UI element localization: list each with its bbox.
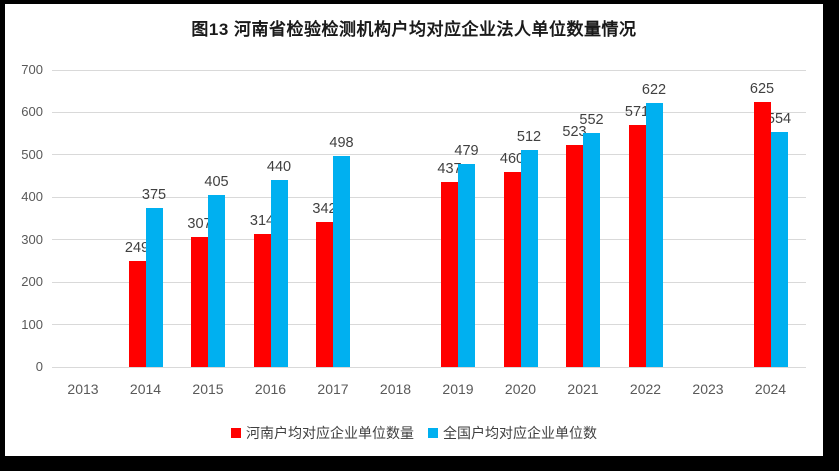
- bar-label-series1-2022: 622: [641, 82, 667, 99]
- bar-label-series1-2019: 479: [454, 142, 479, 159]
- chart-legend: 河南户均对应企业单位数量 全国户均对应企业单位数: [5, 423, 823, 443]
- bar-series0-2014: [128, 261, 146, 367]
- x-tick-2016: 2016: [254, 381, 287, 397]
- legend-item-0: 河南户均对应企业单位数量: [231, 425, 414, 441]
- bar-label-series1-2024: 554: [766, 110, 792, 127]
- bar-label-series0-2021: 523: [562, 124, 587, 141]
- bar-series1-2024: [770, 131, 788, 367]
- bar-label-series0-2014: 249: [124, 240, 150, 257]
- bar-series1-2020: [520, 149, 538, 367]
- x-tick-2023: 2023: [692, 381, 724, 397]
- bar-series0-2022: [628, 124, 646, 367]
- bar-series0-2015: [191, 236, 208, 367]
- bar-series0-2019: [441, 181, 458, 367]
- x-tick-2014: 2014: [129, 381, 162, 397]
- chart-title: 图13 河南省检验检测机构户均对应企业法人单位数量情况: [191, 20, 637, 39]
- bar-series1-2021: [583, 132, 600, 367]
- bar-label-series1-2021: 552: [579, 111, 604, 128]
- legend-item-1: 全国户均对应企业单位数: [428, 425, 597, 441]
- y-tick-700: 700: [21, 62, 43, 77]
- bar-series0-2016: [253, 233, 271, 367]
- x-tick-2017: 2017: [317, 381, 349, 397]
- y-tick-600: 600: [21, 104, 43, 120]
- bar-label-series1-2017: 498: [329, 134, 354, 151]
- plot-area: [52, 69, 806, 368]
- legend-swatch-icon: [428, 428, 438, 438]
- bar-series1-2015: [208, 195, 225, 367]
- gridline-y-300: [52, 239, 806, 241]
- bar-label-series0-2020: 460: [499, 150, 525, 167]
- gridline-y-600: [52, 111, 806, 113]
- bar-label-series0-2024: 625: [749, 80, 775, 97]
- gridline-y-200: [52, 281, 806, 283]
- chart-area: 图13 河南省检验检测机构户均对应企业法人单位数量情况 0 100 200 300 40…: [5, 4, 823, 456]
- x-tick-2021: 2021: [567, 381, 599, 397]
- bar-series1-2019: [458, 163, 475, 367]
- bar-series1-2017: [333, 155, 350, 367]
- legend-label-0: 河南户均对应企业单位数量: [246, 425, 414, 441]
- y-tick-500: 500: [21, 146, 43, 162]
- bar-series0-2021: [566, 145, 583, 367]
- gridline-y-400: [52, 196, 806, 198]
- gridline-y-0: [52, 366, 806, 368]
- bar-label-series0-2019: 437: [437, 160, 462, 177]
- bar-label-series1-2015: 405: [204, 174, 229, 191]
- y-tick-200: 200: [21, 274, 43, 290]
- gridline-y-100: [52, 324, 806, 326]
- gridline-y-500: [52, 154, 806, 156]
- y-tick-300: 300: [21, 231, 43, 247]
- bar-series0-2020: [503, 171, 521, 367]
- x-tick-2013: 2013: [67, 381, 99, 397]
- y-tick-100: 100: [21, 316, 43, 332]
- bar-label-series0-2017: 342: [312, 200, 337, 217]
- x-tick-2024: 2024: [754, 381, 787, 397]
- bar-series0-2017: [316, 221, 333, 367]
- bar-label-series1-2016: 440: [266, 159, 292, 176]
- bar-series1-2022: [645, 103, 663, 367]
- gridline-y-700: [52, 69, 806, 71]
- x-tick-2020: 2020: [504, 381, 537, 397]
- x-tick-2019: 2019: [442, 381, 474, 397]
- bar-label-series1-2014: 375: [141, 186, 167, 203]
- legend-label-1: 全国户均对应企业单位数: [443, 425, 597, 441]
- bar-label-series1-2020: 512: [516, 128, 542, 145]
- bar-label-series0-2015: 307: [187, 215, 212, 232]
- bar-series1-2016: [270, 180, 288, 367]
- bar-series0-2024: [753, 101, 771, 367]
- y-tick-400: 400: [21, 189, 43, 205]
- legend-swatch-icon: [231, 428, 241, 438]
- bar-series1-2014: [145, 207, 163, 367]
- bar-label-series0-2016: 314: [249, 212, 275, 229]
- x-tick-2022: 2022: [629, 381, 662, 397]
- x-tick-2018: 2018: [379, 381, 412, 397]
- bar-label-series0-2022: 571: [624, 103, 650, 120]
- y-tick-0: 0: [35, 359, 43, 374]
- x-tick-2015: 2015: [192, 381, 224, 397]
